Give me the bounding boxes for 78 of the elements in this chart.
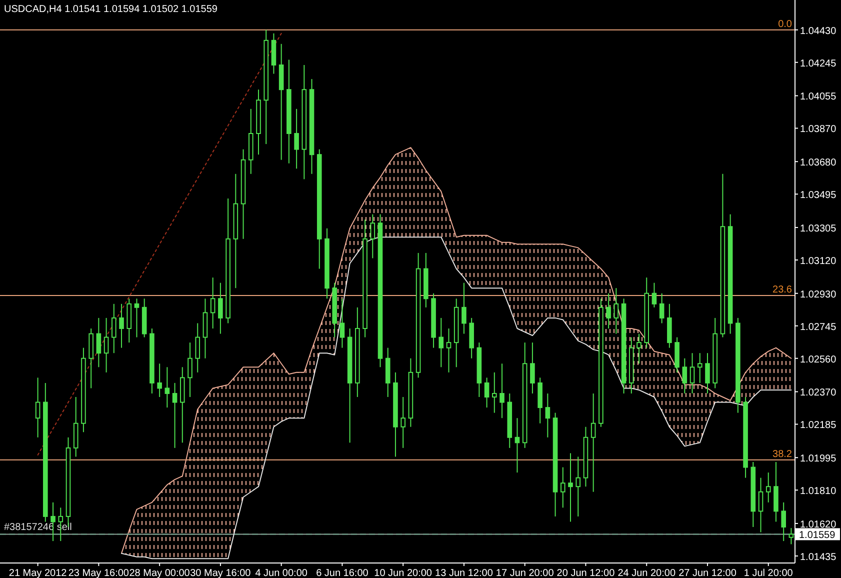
x-tick-label: 13 Jun 12:00 [435, 568, 494, 578]
candlestick [119, 303, 124, 348]
x-tick-label: 20 Jun 12:00 [556, 568, 616, 578]
x-tick-label: 27 Jun 12:00 [678, 568, 737, 578]
candlestick [218, 282, 223, 334]
y-tick-label: 1.04430 [800, 26, 837, 37]
y-tick-label: 1.03305 [800, 223, 837, 234]
candlestick [659, 292, 664, 324]
y-tick-label: 1.02370 [800, 388, 837, 399]
candlestick [530, 342, 535, 394]
y-tick-label: 1.02560 [800, 354, 837, 366]
candlestick [697, 352, 702, 384]
x-tick-label: 1 Jul 20:00 [744, 568, 794, 578]
candlestick [340, 298, 345, 348]
candlestick [104, 317, 109, 373]
y-tick-label: 1.02930 [800, 289, 837, 300]
candlestick [188, 342, 192, 398]
candlestick [614, 288, 619, 334]
x-tick-label: 30 May 16:00 [190, 568, 252, 578]
candlestick [560, 466, 566, 508]
candlestick [576, 456, 581, 517]
y-tick-label: 1.03120 [800, 256, 837, 267]
chart-title: USDCAD,H4 1.01541 1.01594 1.01502 1.01559 [4, 4, 218, 15]
ref-line-label: 1.01559 [799, 530, 836, 542]
y-tick-label: 1.03495 [800, 190, 837, 202]
candlestick [35, 377, 40, 438]
candlestick [134, 298, 140, 338]
y-tick-label: 1.04245 [800, 58, 837, 70]
candlestick [682, 358, 688, 394]
candlestick [172, 382, 178, 448]
y-tick-label: 1.01435 [800, 552, 837, 563]
candlestick [788, 528, 794, 545]
y-tick-label: 1.03680 [800, 158, 837, 169]
candlestick [492, 372, 497, 414]
annotation: 23.6 [772, 284, 792, 296]
candlestick [164, 366, 170, 408]
candlestick [195, 322, 200, 373]
candlestick [400, 396, 406, 448]
candlestick [766, 472, 771, 503]
candlestick [758, 477, 764, 533]
candlestick [370, 214, 376, 259]
annotation: 0.0 [778, 18, 792, 30]
candlestick [690, 352, 695, 394]
x-tick-label: 6 Jun 16:00 [316, 568, 369, 578]
candlestick [500, 363, 504, 419]
candlestick [636, 333, 642, 364]
y-tick-label: 1.01620 [800, 519, 837, 530]
candlestick [781, 502, 786, 542]
candlestick [294, 108, 299, 170]
candlestick [705, 352, 710, 394]
y-tick-label: 1.01995 [800, 454, 837, 465]
candlestick [590, 392, 596, 492]
y-tick-label: 1.01810 [800, 486, 837, 498]
candlestick [568, 452, 573, 522]
candlestick [514, 418, 520, 474]
candlestick [157, 363, 162, 398]
x-tick-label: 28 May 00:00 [129, 568, 190, 578]
candlestick [606, 292, 611, 329]
candlestick [112, 303, 116, 354]
x-tick-label: 24 Jun 20:00 [618, 568, 676, 578]
x-tick-label: 23 May 16:00 [68, 568, 130, 578]
y-tick-label: 1.02185 [800, 420, 837, 432]
y-tick-label: 1.04055 [800, 92, 837, 103]
y-tick-label: 1.02745 [800, 322, 837, 333]
candlestick [438, 317, 444, 368]
candlestick [96, 317, 102, 368]
x-tick-label: 10 Jun 20:00 [374, 568, 432, 578]
candlestick [484, 377, 490, 408]
candlestick [210, 277, 216, 329]
x-tick-label: 21 May 2012 [8, 568, 68, 578]
candlestick [462, 282, 466, 334]
x-tick-label: 17 Jun 20:00 [496, 568, 554, 578]
annotation: 38.2 [772, 448, 792, 460]
candlestick [545, 392, 550, 438]
candlestick [446, 328, 452, 373]
x-tick-label: 4 Jun 00:00 [255, 568, 308, 578]
y-tick-label: 1.03870 [800, 124, 837, 136]
candlestick [652, 282, 657, 308]
